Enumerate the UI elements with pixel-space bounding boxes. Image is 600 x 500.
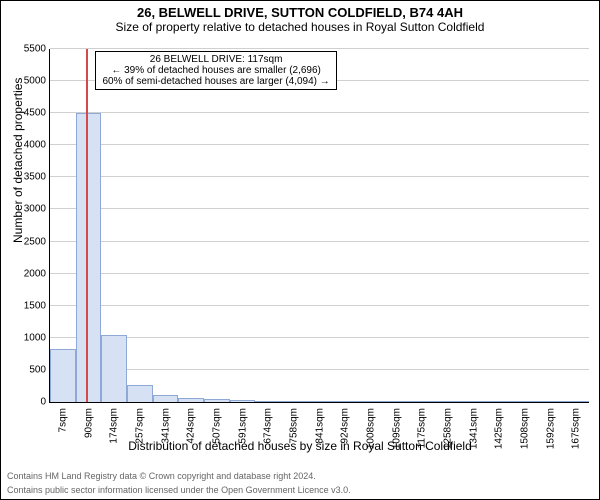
annotation-box: 26 BELWELL DRIVE: 117sqm ← 39% of detach… (95, 51, 336, 90)
bar (435, 401, 461, 402)
bar (332, 401, 358, 402)
bar (153, 395, 179, 402)
bar (76, 113, 102, 402)
y-tick-label: 4000 (24, 140, 50, 151)
y-tick-label: 5500 (24, 44, 50, 55)
y-axis-label: Number of detached properties (11, 78, 25, 243)
plot-area: 0500100015002000250030003500400045005000… (49, 49, 589, 403)
x-axis-label: Distribution of detached houses by size … (1, 439, 599, 453)
bar (230, 400, 256, 402)
gridline (50, 144, 589, 145)
gridline (50, 337, 589, 338)
bar (538, 401, 564, 402)
annotation-line3: 60% of semi-detached houses are larger (… (102, 76, 329, 87)
y-tick-label: 1000 (24, 332, 50, 343)
y-tick-label: 1500 (24, 300, 50, 311)
gridline (50, 369, 589, 370)
annotation-line2: ← 39% of detached houses are smaller (2,… (102, 65, 329, 76)
y-tick-label: 500 (29, 364, 50, 375)
gridline (50, 241, 589, 242)
bar (563, 401, 589, 402)
bar (461, 401, 487, 402)
y-tick-label: 4500 (24, 108, 50, 119)
annotation-line1: 26 BELWELL DRIVE: 117sqm (102, 54, 329, 65)
page-title: 26, BELWELL DRIVE, SUTTON COLDFIELD, B74… (1, 1, 599, 20)
gridline (50, 208, 589, 209)
bar (486, 401, 512, 402)
bar (512, 401, 538, 402)
bar (384, 401, 410, 402)
y-tick-label: 0 (40, 397, 50, 408)
property-marker-line (86, 49, 88, 402)
footer-line1: Contains HM Land Registry data © Crown c… (7, 471, 316, 481)
bar (358, 401, 384, 402)
y-tick-label: 3000 (24, 204, 50, 215)
bar (281, 401, 307, 402)
y-tick-label: 5000 (24, 76, 50, 87)
bar (307, 401, 333, 402)
bar (409, 401, 435, 402)
footer-line2: Contains public sector information licen… (7, 485, 351, 495)
page-subtitle: Size of property relative to detached ho… (1, 20, 599, 36)
gridline (50, 273, 589, 274)
x-tick-label: 90sqm (83, 408, 94, 438)
gridline (50, 305, 589, 306)
bar (204, 399, 230, 402)
bar (255, 401, 281, 402)
y-tick-label: 2500 (24, 236, 50, 247)
x-tick-label: 7sqm (57, 408, 68, 432)
bar (101, 335, 127, 402)
gridline (50, 176, 589, 177)
y-tick-label: 2000 (24, 268, 50, 279)
gridline (50, 112, 589, 113)
chart-container: 26, BELWELL DRIVE, SUTTON COLDFIELD, B74… (0, 0, 600, 500)
plot: 0500100015002000250030003500400045005000… (49, 49, 589, 403)
bar (178, 398, 204, 402)
y-tick-label: 3500 (24, 172, 50, 183)
bar (50, 349, 76, 402)
bar (127, 385, 153, 402)
gridline (50, 48, 589, 49)
